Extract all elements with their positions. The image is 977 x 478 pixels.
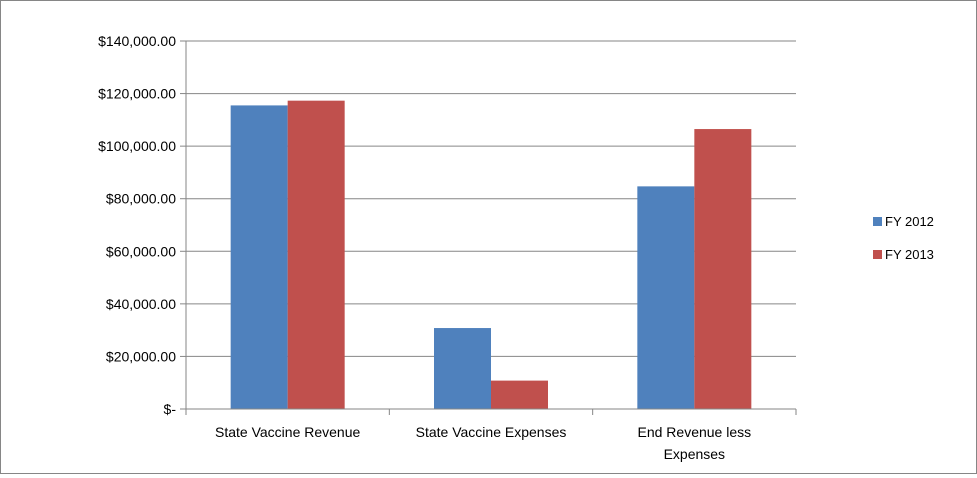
axes: $- $20,000.00 $40,000.00 $60,000.00 $80,000.…	[98, 33, 797, 462]
bar-fy-2012-1	[434, 328, 491, 409]
y-tick-label-4: $80,000.00	[106, 191, 176, 207]
bar-fy-2013-2	[694, 129, 752, 410]
y-tick-label-6: $120,000.00	[98, 86, 176, 102]
y-tick-label-2: $40,000.00	[106, 296, 176, 312]
legend-label-fy-2013: FY 2013	[885, 247, 934, 262]
x-category-label-1: State Vaccine Expenses	[416, 424, 567, 440]
y-tick-label-1: $20,000.00	[106, 348, 176, 364]
legend-swatch-fy-2012	[873, 217, 882, 226]
legend-swatch-fy-2013	[873, 250, 882, 259]
y-tick-label-3: $60,000.00	[106, 243, 176, 259]
bar-fy-2012-2	[637, 186, 695, 409]
y-tick-label-7: $140,000.00	[98, 33, 176, 49]
bar-fy-2013-0	[287, 100, 345, 409]
y-tick-label-0: $-	[164, 401, 177, 417]
bars	[230, 100, 752, 410]
bar-fy-2012-0	[230, 105, 288, 410]
x-category-label-2: End Revenue less Expenses	[638, 424, 752, 462]
y-tick-label-5: $100,000.00	[98, 138, 176, 154]
x-category-label-0: State Vaccine Revenue	[215, 424, 360, 440]
bar-fy-2013-1	[491, 380, 548, 409]
legend-label-fy-2012: FY 2012	[885, 214, 934, 229]
legend: FY 2012 FY 2013	[873, 214, 934, 262]
